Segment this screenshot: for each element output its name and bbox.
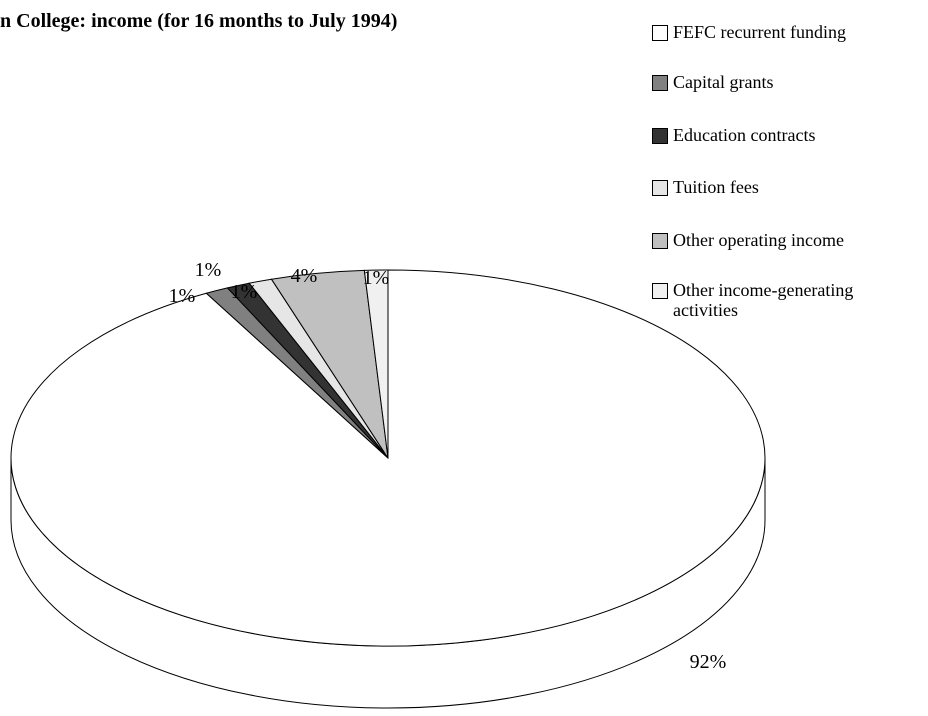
legend-swatch	[652, 128, 668, 144]
legend-swatch	[652, 75, 668, 91]
legend-label: Education contracts	[673, 125, 816, 145]
legend-swatch	[652, 180, 668, 196]
chart-title: n College: income (for 16 months to July…	[0, 10, 398, 32]
legend-label: Tuition fees	[673, 177, 759, 197]
legend-item: Tuition fees	[652, 177, 913, 197]
legend-item: Other income-generating activities	[652, 280, 913, 320]
legend-item: Capital grants	[652, 72, 913, 92]
data-label: 1%	[363, 267, 390, 289]
legend-label: FEFC recurrent funding	[673, 22, 846, 42]
legend-label: Other income-generating activities	[673, 280, 854, 320]
data-label: 4%	[291, 265, 318, 287]
legend-swatch	[652, 283, 668, 299]
legend-label: Other operating income	[673, 230, 844, 250]
data-label: 1%	[195, 259, 222, 281]
legend-swatch	[652, 233, 668, 249]
data-label: 92%	[690, 651, 727, 673]
legend-item: FEFC recurrent funding	[652, 22, 913, 42]
legend-label: Capital grants	[673, 72, 774, 92]
slice	[363, 269, 389, 459]
data-label: 1%	[169, 285, 196, 307]
legend-swatch	[652, 25, 668, 41]
legend-item: Education contracts	[652, 125, 913, 145]
legend-item: Other operating income	[652, 230, 913, 250]
data-label: 1%	[231, 281, 258, 303]
